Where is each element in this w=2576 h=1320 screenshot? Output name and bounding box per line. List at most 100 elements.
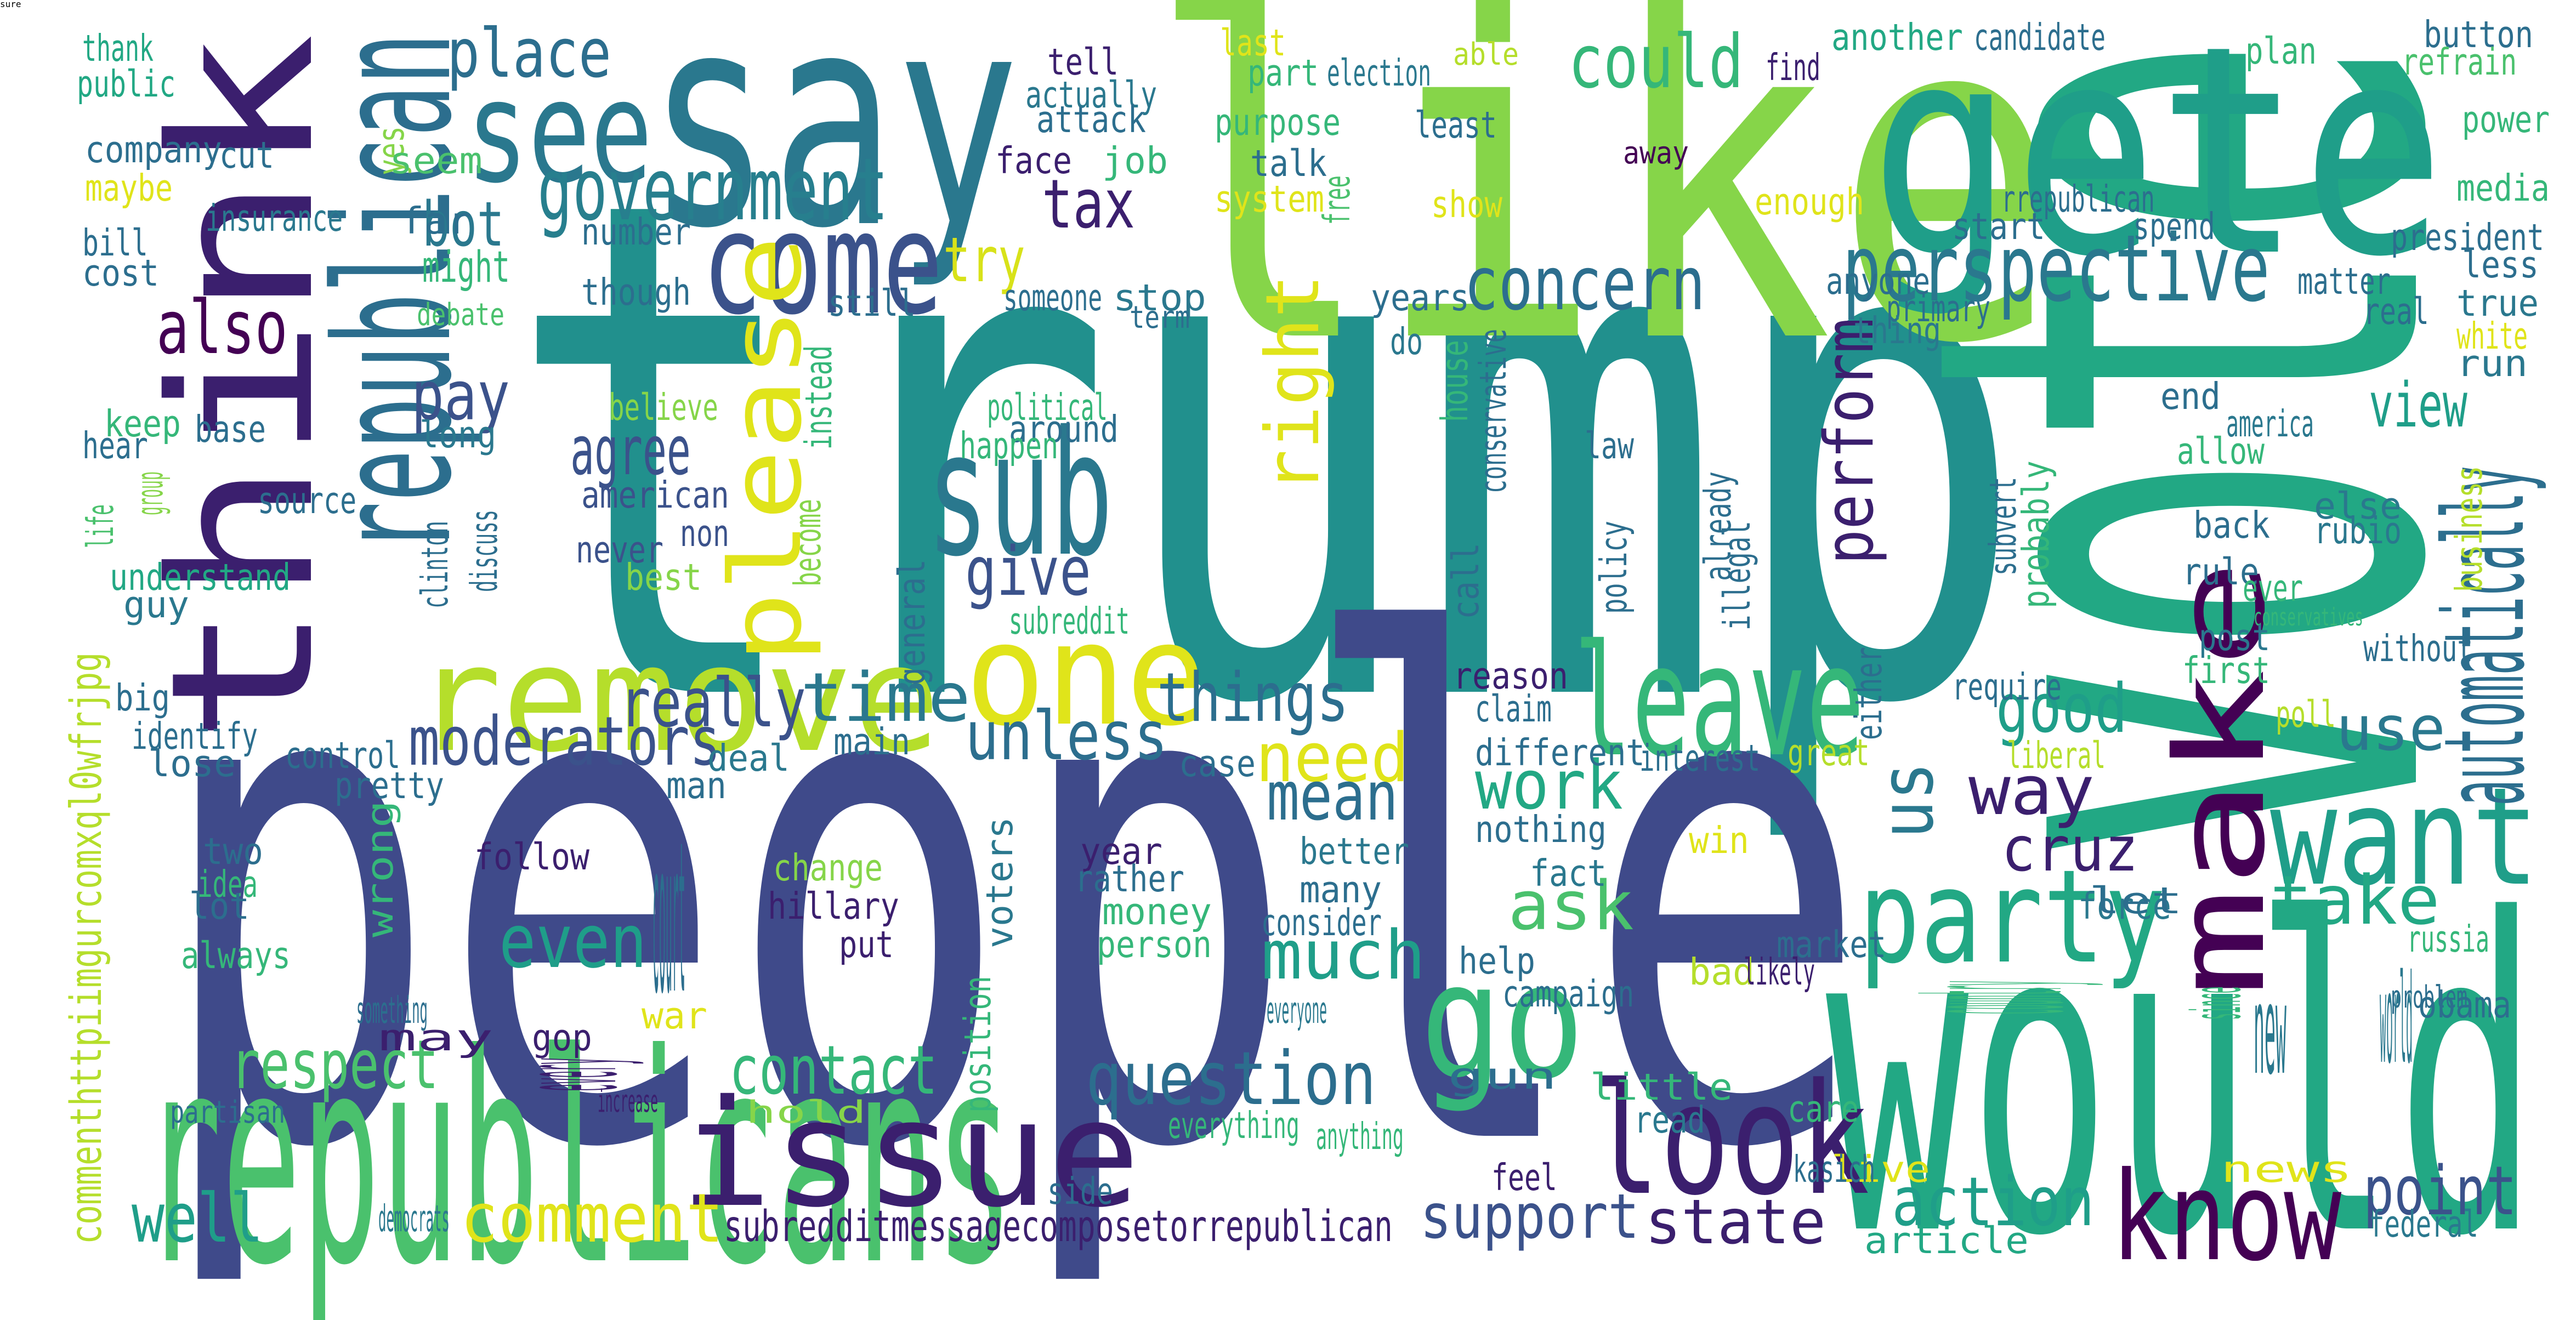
word-different: different bbox=[1475, 731, 1645, 775]
word-job: job bbox=[1102, 139, 1168, 183]
word-live: live bbox=[1831, 1148, 1930, 1191]
word-one: one bbox=[965, 593, 1207, 758]
word-system: system bbox=[1215, 178, 1324, 221]
word-interest: interest bbox=[1639, 737, 1761, 780]
word-last: last bbox=[1220, 21, 1286, 65]
word-see: see bbox=[466, 50, 653, 215]
word-tell: tell bbox=[1047, 41, 1119, 84]
word-place: place bbox=[447, 15, 611, 94]
word-gop: gop bbox=[532, 1016, 592, 1060]
word-life: life bbox=[79, 504, 122, 548]
word-point: point bbox=[2363, 1152, 2517, 1231]
word-republicans: republicans bbox=[143, 992, 1014, 1320]
word-government: government bbox=[537, 139, 889, 240]
word-much: much bbox=[1261, 917, 1426, 995]
word-insurance: insurance bbox=[206, 197, 343, 240]
word-also: also bbox=[156, 284, 288, 371]
word-obama: obama bbox=[2418, 983, 2511, 1027]
word-president: president bbox=[2391, 216, 2544, 259]
word-button: button bbox=[2424, 13, 2533, 56]
word-anyone: anyone bbox=[1826, 260, 1931, 303]
word-may: may bbox=[378, 1016, 493, 1060]
word-back: back bbox=[2193, 504, 2270, 547]
word-deal: deal bbox=[707, 737, 790, 780]
word-actually: actually bbox=[1025, 73, 1158, 117]
word-do: do bbox=[1390, 320, 1423, 363]
word-campaign: campaign bbox=[1502, 972, 1635, 1016]
word-understand: understand bbox=[110, 556, 291, 599]
word-base: base bbox=[195, 408, 266, 451]
word-problem: problem bbox=[2391, 980, 2467, 1015]
word-know: know bbox=[2111, 1145, 2342, 1288]
word-plan: plan bbox=[2245, 30, 2317, 73]
word-ask: ask bbox=[1508, 867, 1635, 946]
word-enough: enough bbox=[1755, 180, 1864, 224]
word-good: good bbox=[1996, 670, 2128, 749]
word-election: election bbox=[1327, 52, 1431, 95]
word-claim: claim bbox=[1475, 687, 1552, 731]
word-either: either bbox=[1847, 647, 1891, 740]
word-force: force bbox=[2078, 885, 2171, 928]
word-case: case bbox=[1179, 742, 1256, 786]
word-issue: issue bbox=[680, 1068, 1141, 1240]
word-probably: probably bbox=[2015, 460, 2058, 608]
word-white: white bbox=[2456, 315, 2528, 358]
word-us: us bbox=[1863, 762, 1950, 839]
word-follow: follow bbox=[474, 835, 589, 879]
word-let: let bbox=[2089, 879, 2183, 923]
word-increase: increase bbox=[598, 1084, 659, 1119]
word-use: use bbox=[2336, 693, 2446, 765]
word-win: win bbox=[1689, 819, 1749, 862]
word-identify: identify bbox=[132, 715, 258, 758]
word-end: end bbox=[2160, 375, 2221, 418]
word-put: put bbox=[839, 923, 894, 966]
word-tax: tax bbox=[1042, 166, 1135, 244]
word-voters: voters bbox=[978, 816, 1022, 948]
word-way: way bbox=[1968, 752, 2095, 831]
word-federal: federal bbox=[2369, 1203, 2478, 1246]
word-hear: hear bbox=[82, 424, 148, 468]
word-talk: talk bbox=[1250, 142, 1327, 185]
word-business: business bbox=[2448, 465, 2491, 592]
word-around: around bbox=[1009, 408, 1119, 451]
word-media: media bbox=[2456, 167, 2550, 210]
word-away: away bbox=[1623, 135, 1689, 171]
word-without: without bbox=[2363, 627, 2473, 670]
word-non: non bbox=[680, 512, 729, 555]
word-consider: consider bbox=[1261, 901, 1382, 945]
word-keep: keep bbox=[104, 402, 181, 446]
word-perform: perform bbox=[1811, 317, 1890, 565]
word-time: time bbox=[801, 659, 971, 738]
word-instead: instead bbox=[797, 345, 841, 450]
word-america: america bbox=[2226, 402, 2314, 446]
word-agree: agree bbox=[570, 412, 691, 491]
word-rrepublican: rrepublican bbox=[2001, 178, 2155, 221]
word-mean: mean bbox=[1267, 758, 1399, 837]
word-hold: hold bbox=[746, 1095, 866, 1130]
word-support: support bbox=[1420, 1181, 1639, 1253]
word-rubio: rubio bbox=[2314, 509, 2402, 553]
word-become: become bbox=[786, 499, 830, 587]
word-person: person bbox=[1097, 923, 1212, 966]
word-best: best bbox=[625, 556, 702, 599]
word-guy: guy bbox=[123, 583, 190, 627]
word-war: war bbox=[642, 994, 708, 1038]
word-illegal: illegal bbox=[1716, 521, 1759, 630]
word-policy: policy bbox=[1592, 521, 1636, 614]
word-sub: sub bbox=[927, 394, 1113, 595]
word-happen: happen bbox=[960, 424, 1059, 468]
word-trump: trump bbox=[504, 53, 2029, 854]
word-group: group bbox=[128, 471, 172, 515]
word-believe: believe bbox=[609, 386, 718, 429]
word-partisan: partisan bbox=[170, 1095, 286, 1130]
word-take: take bbox=[2270, 862, 2441, 941]
word-poll: poll bbox=[2276, 693, 2336, 736]
word-stop: stop bbox=[1113, 276, 1206, 320]
word-thing: thing bbox=[1853, 309, 1941, 352]
word-side: side bbox=[1047, 1170, 1113, 1213]
word-show: show bbox=[1431, 183, 1502, 226]
word-year: year bbox=[1080, 830, 1163, 873]
word-seem: seem bbox=[389, 139, 483, 183]
word-big: big bbox=[115, 676, 171, 720]
word-party: party bbox=[1859, 843, 2166, 993]
